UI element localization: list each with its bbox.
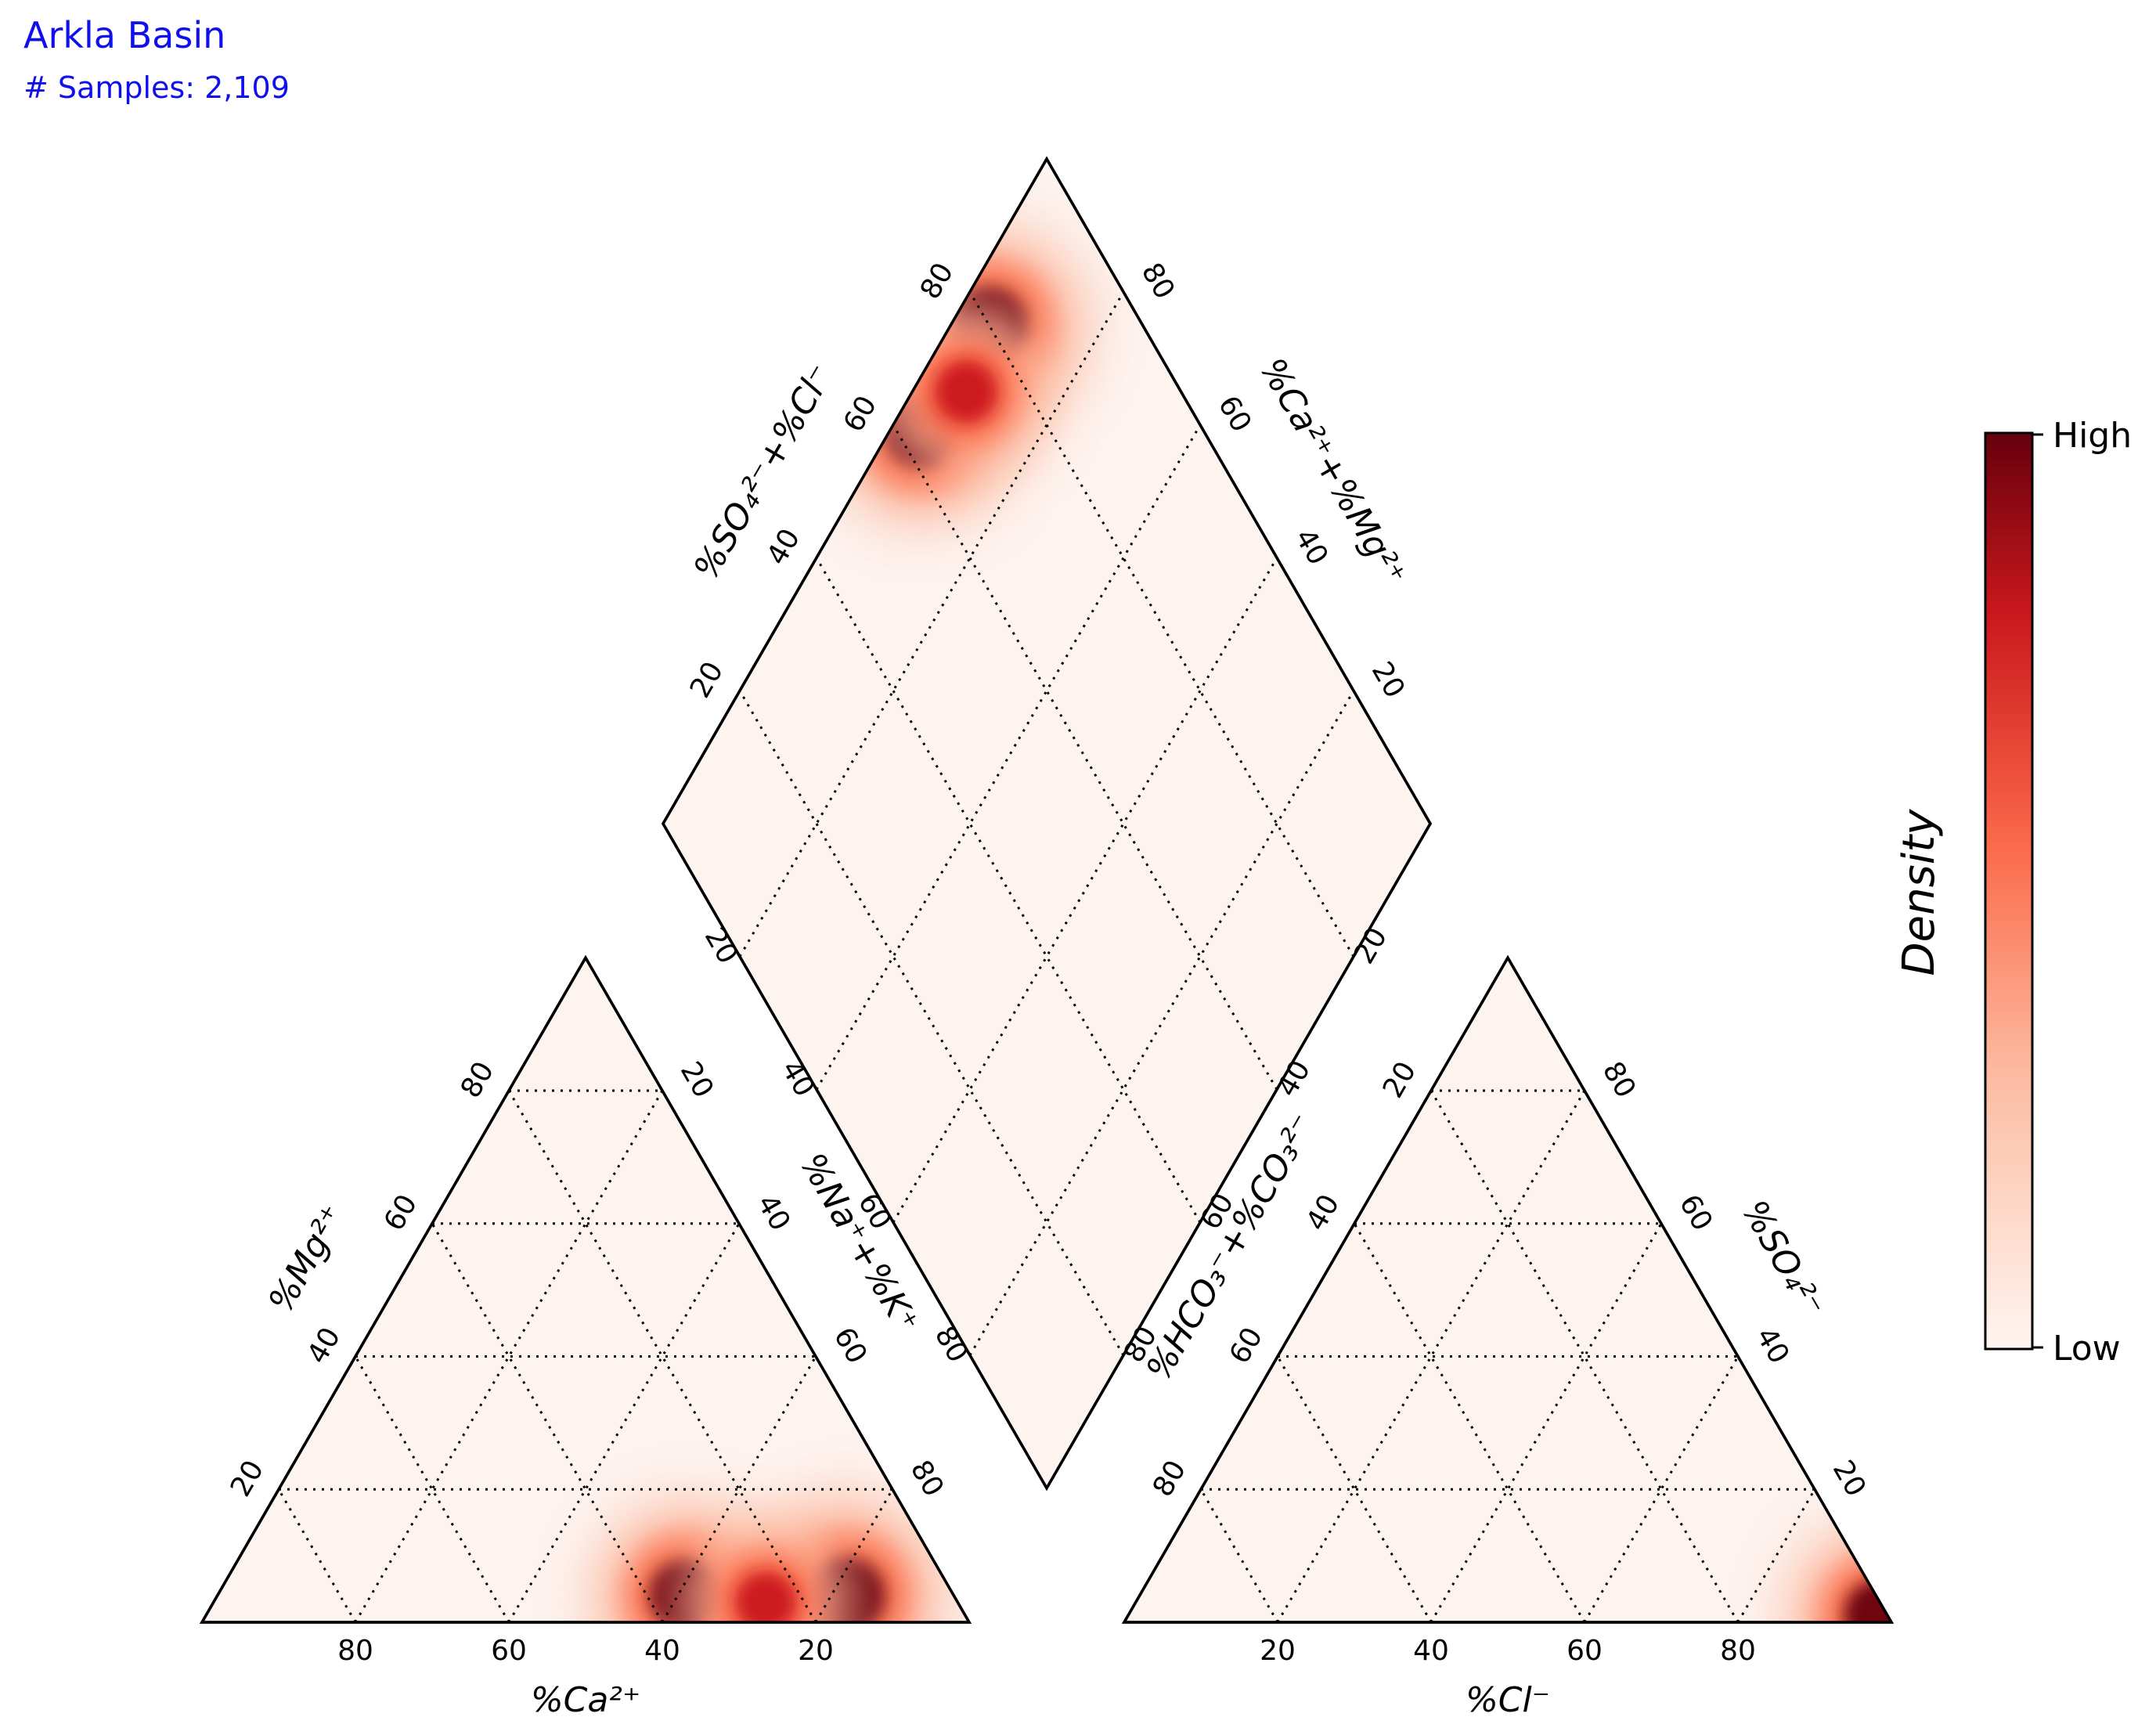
diamond-grid-line — [815, 424, 1202, 1091]
axis-label-anion-right: %SO₄²⁻ — [1734, 1193, 1833, 1324]
tick-label: 40 — [1289, 524, 1334, 571]
tick-label: 40 — [761, 524, 806, 571]
density-core — [1844, 1579, 1891, 1622]
tick-label: 60 — [838, 391, 883, 438]
diamond-grid-line — [968, 291, 1355, 958]
tick-label: 80 — [455, 1056, 500, 1103]
diamond-grid-line — [892, 557, 1278, 1223]
chart-subtitle: # Samples: 2,109 — [23, 70, 290, 105]
frame-outlines — [199, 156, 1895, 1624]
density-hotspot — [679, 1516, 853, 1622]
axis-label-anion-bottom: %Cl⁻ — [1466, 1680, 1550, 1720]
tick-label: 80 — [1720, 1635, 1756, 1667]
tick-label: 20 — [1826, 1455, 1872, 1502]
cation-triangle-outline — [199, 954, 972, 1624]
tick-label: 40 — [1300, 1189, 1346, 1236]
tick-label: 20 — [674, 1056, 719, 1103]
tick-label: 20 — [225, 1455, 270, 1502]
diamond-grid-line — [738, 690, 1125, 1356]
density-hotspot — [878, 303, 1055, 481]
colorbar-gradient — [1984, 431, 2034, 1351]
tick-label: 40 — [1750, 1322, 1795, 1369]
diamond-grid-line — [968, 690, 1355, 1356]
density-core — [734, 1571, 797, 1622]
diamond-grid-line — [892, 424, 1278, 1091]
chart-title: Arkla Basin — [23, 14, 226, 56]
density-core — [934, 359, 998, 424]
colorbar-high-label: High — [2053, 416, 2132, 456]
colorbar-title: Density — [1894, 809, 1945, 976]
density-hotspot — [1782, 1517, 1891, 1622]
colorbar: High Low Density — [1894, 416, 2132, 1369]
axis-label-cation-bottom: %Ca²⁺ — [531, 1680, 640, 1720]
tick-label: 20 — [684, 656, 730, 703]
tick-label: 40 — [644, 1635, 680, 1667]
colorbar-low-label: Low — [2053, 1329, 2121, 1369]
tick-label: 20 — [798, 1635, 834, 1667]
tick-label: 40 — [751, 1189, 796, 1236]
tick-label: 20 — [1365, 656, 1411, 703]
tick-label: 80 — [904, 1455, 950, 1502]
diamond-outline — [661, 156, 1433, 1492]
diamond-grid-line — [815, 557, 1202, 1223]
tick-label: 80 — [914, 258, 960, 305]
tick-label: 40 — [1413, 1635, 1449, 1667]
tick-label: 60 — [827, 1322, 873, 1369]
tick-label: 60 — [491, 1635, 527, 1667]
tick-label: 20 — [1377, 1056, 1422, 1103]
tick-label: 80 — [1147, 1455, 1192, 1502]
tick-label: 40 — [301, 1322, 347, 1369]
tick-label: 80 — [1596, 1056, 1642, 1103]
tick-label: 80 — [1135, 258, 1181, 305]
diamond-grid-line — [738, 291, 1125, 958]
grid-lines — [277, 291, 1816, 1623]
tick-label: 60 — [1567, 1635, 1603, 1667]
axis-label-cation-left: %Mg²⁺ — [261, 1199, 353, 1319]
anion-triangle-outline — [1121, 954, 1895, 1624]
tick-label: 60 — [378, 1189, 424, 1236]
tick-label: 60 — [1212, 391, 1257, 438]
tick-label: 60 — [1224, 1322, 1269, 1369]
tick-label: 20 — [1260, 1635, 1296, 1667]
tick-label: 60 — [1673, 1189, 1718, 1236]
tick-label: 80 — [337, 1635, 373, 1667]
